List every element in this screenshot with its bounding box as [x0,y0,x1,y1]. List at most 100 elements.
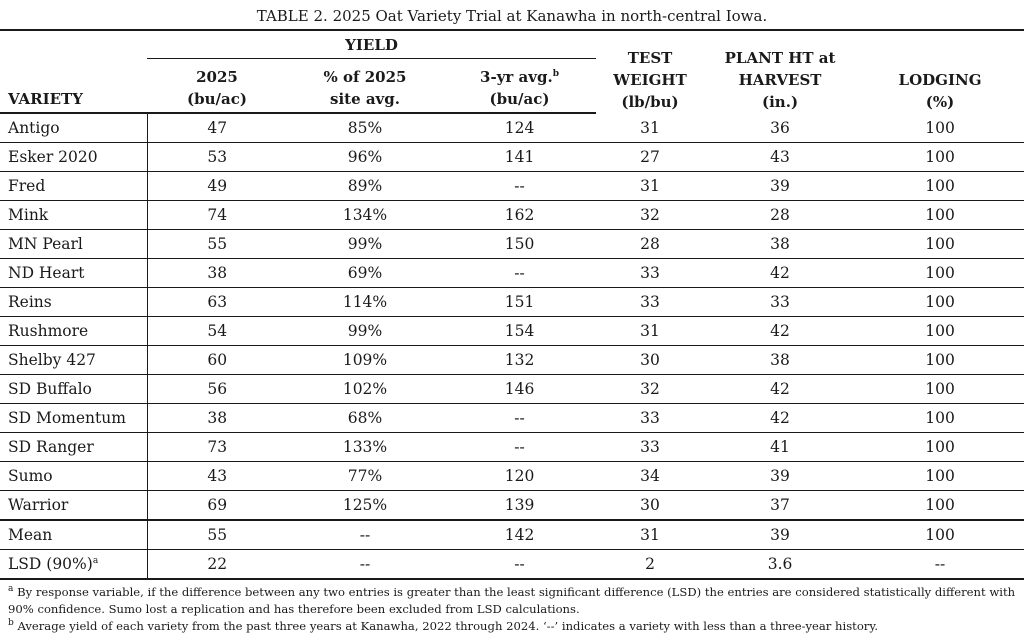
variety-name: Shelby 427 [0,346,147,375]
cell-3yr-avg: 150 [443,230,596,259]
cell-lodging: 100 [856,317,1024,346]
cell-pct-site-avg: 102% [287,375,443,404]
header-yield-group: YIELD [147,30,596,59]
cell-pct-site-avg: 69% [287,259,443,288]
footnote-a: a By response variable, if the differenc… [8,584,1018,618]
cell-plant-height: 42 [704,404,856,433]
cell-3yr-avg: -- [443,404,596,433]
table-row: Esker 2020 53 96% 141 27 43 100 [0,143,1024,172]
cell-test-weight: 33 [596,259,704,288]
cell-yield-2025: 38 [147,404,287,433]
lsd-yield-2025: 22 [147,550,287,580]
cell-test-weight: 30 [596,491,704,521]
cell-test-weight: 33 [596,288,704,317]
cell-test-weight: 32 [596,201,704,230]
cell-3yr-avg: 120 [443,462,596,491]
header-yield-2025: 2025 (bu/ac) [147,59,287,114]
cell-3yr-avg: 139 [443,491,596,521]
lsd-3yr-avg: -- [443,550,596,580]
variety-trial-table: YIELD TEST WEIGHT (lb/bu) PLANT HT at HA… [0,29,1024,580]
lsd-plant-height: 3.6 [704,550,856,580]
cell-yield-2025: 55 [147,230,287,259]
variety-name: Sumo [0,462,147,491]
cell-plant-height: 43 [704,143,856,172]
table-row: Warrior 69 125% 139 30 37 100 [0,491,1024,521]
lsd-lodging: -- [856,550,1024,580]
variety-name: Warrior [0,491,147,521]
cell-test-weight: 33 [596,404,704,433]
table-row: MN Pearl 55 99% 150 28 38 100 [0,230,1024,259]
cell-test-weight: 31 [596,113,704,143]
cell-lodging: 100 [856,375,1024,404]
table-row: Rushmore 54 99% 154 31 42 100 [0,317,1024,346]
variety-name: Antigo [0,113,147,143]
table-row: SD Ranger 73 133% -- 33 41 100 [0,433,1024,462]
variety-name: Esker 2020 [0,143,147,172]
cell-yield-2025: 49 [147,172,287,201]
cell-lodging: 100 [856,462,1024,491]
header-3yr-avg: 3-yr avg.b (bu/ac) [443,59,596,114]
cell-pct-site-avg: 77% [287,462,443,491]
cell-yield-2025: 74 [147,201,287,230]
cell-plant-height: 39 [704,172,856,201]
variety-name: Reins [0,288,147,317]
cell-plant-height: 28 [704,201,856,230]
cell-yield-2025: 69 [147,491,287,521]
cell-test-weight: 31 [596,317,704,346]
cell-3yr-avg: 146 [443,375,596,404]
cell-plant-height: 42 [704,259,856,288]
cell-pct-site-avg: 125% [287,491,443,521]
mean-lodging: 100 [856,520,1024,550]
mean-plant-height: 39 [704,520,856,550]
table-body: Antigo 47 85% 124 31 36 100 Esker 2020 53 96% 141 2… [0,113,1024,579]
lsd-test-weight: 2 [596,550,704,580]
cell-yield-2025: 63 [147,288,287,317]
footnote-a-marker: a [93,556,98,566]
header-pct-site-avg: % of 2025 site avg. [287,59,443,114]
cell-lodging: 100 [856,491,1024,521]
table-row: Fred 49 89% -- 31 39 100 [0,172,1024,201]
cell-3yr-avg: -- [443,433,596,462]
cell-yield-2025: 56 [147,375,287,404]
header-blank [0,30,147,59]
cell-pct-site-avg: 89% [287,172,443,201]
mean-pct: -- [287,520,443,550]
cell-lodging: 100 [856,346,1024,375]
cell-pct-site-avg: 134% [287,201,443,230]
variety-name: Rushmore [0,317,147,346]
cell-plant-height: 42 [704,317,856,346]
variety-name: ND Heart [0,259,147,288]
cell-3yr-avg: 124 [443,113,596,143]
cell-plant-height: 41 [704,433,856,462]
cell-plant-height: 38 [704,230,856,259]
cell-yield-2025: 54 [147,317,287,346]
cell-test-weight: 27 [596,143,704,172]
cell-3yr-avg: 132 [443,346,596,375]
cell-yield-2025: 38 [147,259,287,288]
cell-test-weight: 31 [596,172,704,201]
cell-test-weight: 30 [596,346,704,375]
cell-plant-height: 39 [704,462,856,491]
cell-yield-2025: 43 [147,462,287,491]
mean-yield-2025: 55 [147,520,287,550]
mean-3yr-avg: 142 [443,520,596,550]
header-plant-height: PLANT HT at HARVEST (in.) [704,30,856,113]
cell-pct-site-avg: 133% [287,433,443,462]
cell-lodging: 100 [856,172,1024,201]
table-row: ND Heart 38 69% -- 33 42 100 [0,259,1024,288]
cell-plant-height: 42 [704,375,856,404]
table-row: Mink 74 134% 162 32 28 100 [0,201,1024,230]
lsd-pct: -- [287,550,443,580]
cell-lodging: 100 [856,230,1024,259]
cell-lodging: 100 [856,288,1024,317]
cell-3yr-avg: -- [443,259,596,288]
cell-3yr-avg: 154 [443,317,596,346]
cell-plant-height: 37 [704,491,856,521]
variety-name: SD Buffalo [0,375,147,404]
cell-lodging: 100 [856,201,1024,230]
cell-yield-2025: 53 [147,143,287,172]
cell-test-weight: 28 [596,230,704,259]
cell-lodging: 100 [856,113,1024,143]
cell-pct-site-avg: 99% [287,230,443,259]
